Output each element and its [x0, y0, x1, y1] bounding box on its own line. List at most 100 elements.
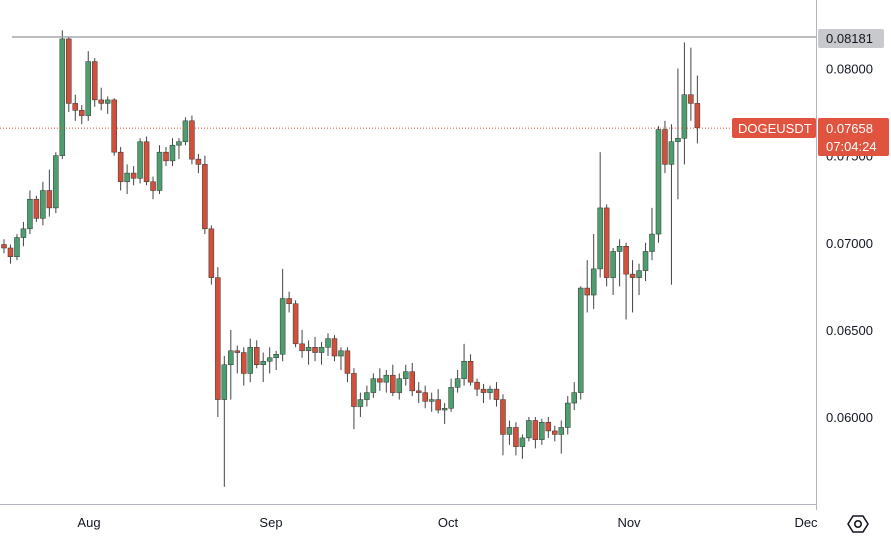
plot-area[interactable]	[1, 30, 701, 487]
candle[interactable]	[558, 420, 565, 454]
candle[interactable]	[117, 146, 124, 191]
candle[interactable]	[40, 181, 46, 226]
candle[interactable]	[221, 356, 228, 487]
candle[interactable]	[364, 385, 370, 407]
candle[interactable]	[370, 373, 377, 398]
candle[interactable]	[189, 115, 195, 165]
candle[interactable]	[610, 247, 616, 296]
candle[interactable]	[260, 352, 266, 383]
candle[interactable]	[649, 207, 655, 261]
candle[interactable]	[305, 340, 312, 365]
candle[interactable]	[422, 385, 428, 409]
candle[interactable]	[91, 58, 98, 107]
candle[interactable]	[292, 300, 299, 348]
candle[interactable]	[124, 164, 130, 194]
candle[interactable]	[331, 335, 338, 362]
candle[interactable]	[636, 263, 642, 296]
candle[interactable]	[286, 291, 292, 313]
candle[interactable]	[532, 417, 539, 449]
candle[interactable]	[565, 396, 571, 435]
candle[interactable]	[150, 176, 156, 200]
candle[interactable]	[1, 239, 7, 254]
candle[interactable]	[571, 382, 577, 411]
candle[interactable]	[688, 47, 694, 121]
candle[interactable]	[344, 347, 351, 383]
candle[interactable]	[623, 242, 629, 320]
candle[interactable]	[675, 68, 681, 200]
candle[interactable]	[603, 204, 610, 287]
candle[interactable]	[163, 146, 169, 167]
candle[interactable]	[590, 234, 597, 309]
candle[interactable]	[552, 425, 558, 442]
candle[interactable]	[195, 153, 202, 174]
time-axis[interactable]: Aug Sep Oct Nov Dec	[77, 515, 818, 530]
candle[interactable]	[642, 242, 649, 282]
candle[interactable]	[325, 333, 331, 357]
candle[interactable]	[351, 368, 357, 430]
candle[interactable]	[72, 94, 79, 121]
candle[interactable]	[506, 420, 513, 445]
candle[interactable]	[169, 138, 176, 167]
candle[interactable]	[318, 342, 325, 365]
candle[interactable]	[629, 260, 636, 313]
candle[interactable]	[66, 37, 72, 113]
candle[interactable]	[202, 155, 208, 235]
candle[interactable]	[526, 417, 532, 442]
candle[interactable]	[85, 51, 91, 121]
candle[interactable]	[500, 394, 506, 456]
candle[interactable]	[234, 345, 241, 374]
candle[interactable]	[253, 340, 260, 369]
candle[interactable]	[273, 350, 279, 370]
candle[interactable]	[428, 392, 435, 412]
candle[interactable]	[98, 87, 104, 111]
candle[interactable]	[104, 96, 111, 114]
candle[interactable]	[390, 364, 396, 397]
candle[interactable]	[584, 260, 590, 313]
candle[interactable]	[454, 369, 461, 393]
candle[interactable]	[480, 383, 487, 404]
candle[interactable]	[616, 239, 623, 287]
candle[interactable]	[662, 120, 668, 174]
candle[interactable]	[156, 145, 163, 194]
candle[interactable]	[519, 434, 526, 459]
candle[interactable]	[577, 286, 584, 400]
candle[interactable]	[20, 221, 27, 247]
candle[interactable]	[668, 124, 675, 285]
candle[interactable]	[79, 105, 85, 125]
candle[interactable]	[53, 152, 59, 214]
candle[interactable]	[377, 368, 383, 391]
candle[interactable]	[7, 244, 14, 264]
candle[interactable]	[539, 418, 545, 445]
candle[interactable]	[46, 169, 53, 217]
candle[interactable]	[448, 378, 454, 412]
candle[interactable]	[182, 117, 189, 146]
candle[interactable]	[441, 403, 448, 424]
candle[interactable]	[383, 369, 390, 393]
candle[interactable]	[14, 234, 20, 261]
candle[interactable]	[59, 30, 66, 160]
candle[interactable]	[338, 347, 344, 370]
candle[interactable]	[299, 329, 305, 358]
candle[interactable]	[513, 422, 519, 456]
candle[interactable]	[357, 392, 364, 417]
candle[interactable]	[279, 268, 286, 362]
candle[interactable]	[681, 42, 688, 165]
candle[interactable]	[137, 138, 143, 184]
candle[interactable]	[396, 373, 403, 400]
candle[interactable]	[228, 329, 234, 400]
candle[interactable]	[312, 336, 318, 362]
candle[interactable]	[215, 267, 221, 417]
candle[interactable]	[461, 343, 467, 386]
candle[interactable]	[493, 382, 500, 407]
candle[interactable]	[266, 347, 273, 374]
candle[interactable]	[415, 382, 422, 404]
candle[interactable]	[208, 225, 215, 285]
candle[interactable]	[130, 166, 137, 186]
settings-button[interactable]	[843, 510, 873, 538]
candle[interactable]	[467, 354, 474, 386]
candle[interactable]	[409, 362, 415, 397]
candle[interactable]	[474, 378, 480, 397]
candle[interactable]	[545, 417, 552, 438]
